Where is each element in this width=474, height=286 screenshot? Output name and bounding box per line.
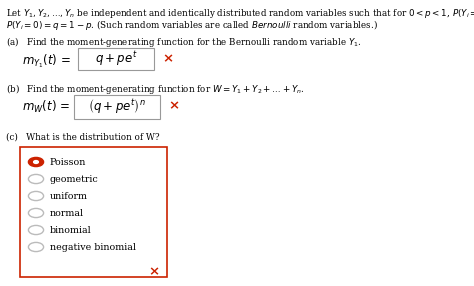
Text: $\mathbf{\times}$: $\mathbf{\times}$ xyxy=(168,99,180,112)
Text: $\mathbf{\times}$: $\mathbf{\times}$ xyxy=(148,265,159,278)
Text: $\left(q + pe^t\right)^n$: $\left(q + pe^t\right)^n$ xyxy=(88,98,146,116)
Text: normal: normal xyxy=(50,209,84,218)
Text: negative binomial: negative binomial xyxy=(50,243,136,252)
Text: Let $Y_1, Y_2, \ldots, Y_n$ be independent and identically distributed random va: Let $Y_1, Y_2, \ldots, Y_n$ be independe… xyxy=(6,7,474,20)
Text: $\mathbf{\times}$: $\mathbf{\times}$ xyxy=(162,52,173,65)
Text: $q + pe^t$: $q + pe^t$ xyxy=(95,50,137,68)
Text: uniform: uniform xyxy=(50,192,88,201)
Text: $m_W(t)\, =\,$: $m_W(t)\, =\,$ xyxy=(22,99,71,115)
FancyBboxPatch shape xyxy=(78,47,155,70)
FancyBboxPatch shape xyxy=(73,95,160,120)
Text: (c)   What is the distribution of W?: (c) What is the distribution of W? xyxy=(6,133,160,142)
Text: $P(Y_i = 0) = q = 1 - p$. (Such random variables are called $\it{Bernoulli}$ ran: $P(Y_i = 0) = q = 1 - p$. (Such random v… xyxy=(6,18,378,32)
Text: (a)   Find the moment-generating function for the Bernoulli random variable $Y_1: (a) Find the moment-generating function … xyxy=(6,35,362,49)
Circle shape xyxy=(28,191,44,200)
Text: (b)   Find the moment-generating function for $W = Y_1 + Y_2 + \ldots + Y_n$.: (b) Find the moment-generating function … xyxy=(6,82,305,96)
Text: Poisson: Poisson xyxy=(50,158,86,167)
Text: binomial: binomial xyxy=(50,226,92,235)
Circle shape xyxy=(28,208,44,218)
FancyBboxPatch shape xyxy=(19,146,167,277)
Circle shape xyxy=(28,157,44,166)
Text: $m_{Y_1}(t)\, =\,$: $m_{Y_1}(t)\, =\,$ xyxy=(22,52,71,69)
Circle shape xyxy=(28,225,44,235)
Circle shape xyxy=(28,243,44,252)
Circle shape xyxy=(28,174,44,184)
Text: geometric: geometric xyxy=(50,175,99,184)
Circle shape xyxy=(34,160,38,163)
